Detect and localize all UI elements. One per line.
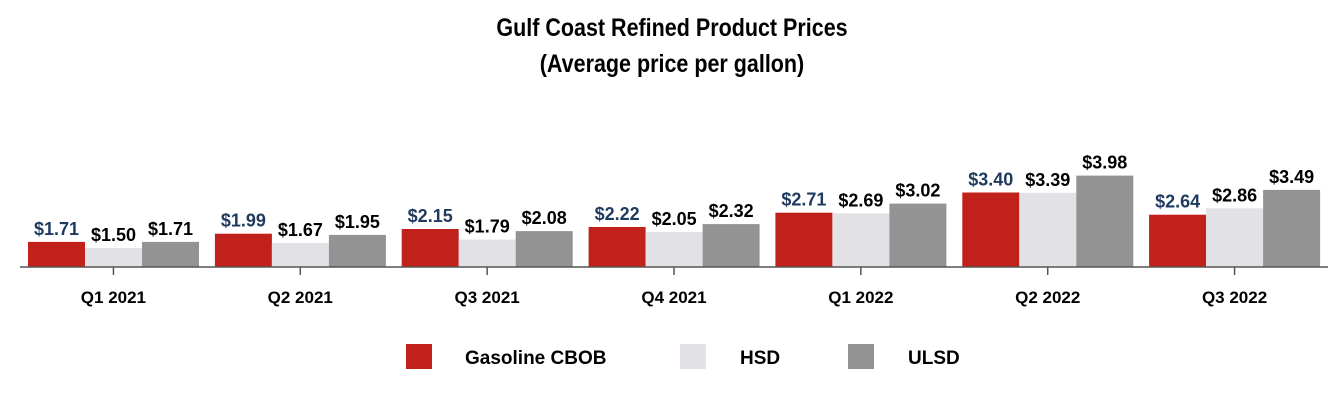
bar-hsd-q1-2022 — [832, 213, 890, 267]
x-tick-label-q3-2021: Q3 2021 — [455, 288, 520, 307]
data-label-ulsd-q3-2021: $2.08 — [522, 208, 567, 228]
x-tick-label-q1-2022: Q1 2022 — [828, 288, 893, 307]
bar-hsd-q1-2021 — [85, 248, 142, 267]
bar-hsd-q4-2021 — [645, 232, 703, 267]
bar-ulsd-q3-2021 — [515, 231, 573, 267]
bar-ulsd-q4-2021 — [702, 224, 760, 267]
legend-swatch-hsd — [680, 344, 706, 369]
bar-hsd-q3-2021 — [458, 239, 516, 267]
chart-subtitle: (Average price per gallon) — [539, 50, 805, 78]
x-tick-label-q3-2022: Q3 2022 — [1202, 288, 1267, 307]
legend-label-ulsd: ULSD — [908, 348, 960, 369]
data-label-gasoline-cbob-q2-2021: $1.99 — [221, 211, 266, 231]
data-label-gasoline-cbob-q2-2022: $3.40 — [968, 170, 1013, 190]
bar-ulsd-q1-2021 — [142, 241, 199, 267]
data-label-gasoline-cbob-q3-2022: $2.64 — [1155, 192, 1200, 212]
legend-label-gasoline-cbob: Gasoline CBOB — [465, 348, 606, 369]
bar-hsd-q2-2022 — [1019, 192, 1077, 267]
legend-label-hsd: HSD — [740, 348, 780, 369]
data-label-hsd-q3-2022: $2.86 — [1212, 185, 1257, 205]
bar-gasoline-cbob-q2-2021 — [214, 233, 272, 267]
bar-hsd-q2-2021 — [271, 243, 329, 267]
bar-ulsd-q2-2021 — [328, 234, 386, 267]
data-label-ulsd-q2-2022: $3.98 — [1082, 153, 1127, 173]
data-label-ulsd-q2-2021: $1.95 — [335, 212, 380, 232]
data-label-gasoline-cbob-q3-2021: $2.15 — [408, 206, 453, 226]
bar-ulsd-q1-2022 — [889, 203, 947, 267]
data-label-hsd-q4-2021: $2.05 — [652, 209, 697, 229]
data-label-ulsd-q1-2022: $3.02 — [895, 181, 940, 201]
legend-swatch-ulsd — [848, 344, 874, 369]
bar-gasoline-cbob-q3-2021 — [401, 229, 459, 267]
bar-gasoline-cbob-q2-2022 — [962, 192, 1020, 267]
data-label-hsd-q1-2022: $2.69 — [838, 190, 883, 210]
legend-swatch-gasoline-cbob — [406, 344, 432, 369]
bar-hsd-q3-2022 — [1206, 208, 1264, 267]
data-label-hsd-q2-2022: $3.39 — [1025, 170, 1070, 190]
data-label-ulsd-q4-2021: $2.32 — [709, 201, 754, 221]
bar-ulsd-q3-2022 — [1263, 189, 1321, 267]
bar-gasoline-cbob-q3-2022 — [1149, 214, 1207, 267]
data-label-gasoline-cbob-q1-2021: $1.71 — [34, 219, 79, 239]
data-label-hsd-q1-2021: $1.50 — [91, 225, 136, 245]
bar-ulsd-q2-2022 — [1076, 175, 1134, 267]
data-label-gasoline-cbob-q1-2022: $2.71 — [781, 190, 826, 210]
data-label-hsd-q2-2021: $1.67 — [278, 220, 323, 240]
data-label-hsd-q3-2021: $1.79 — [465, 217, 510, 237]
data-label-ulsd-q3-2022: $3.49 — [1269, 167, 1314, 187]
bar-gasoline-cbob-q1-2022 — [775, 212, 833, 267]
x-tick-label-q1-2021: Q1 2021 — [81, 288, 146, 307]
bar-gasoline-cbob-q1-2021 — [28, 241, 85, 267]
chart-title: Gulf Coast Refined Product Prices — [496, 14, 848, 42]
x-tick-label-q4-2021: Q4 2021 — [641, 288, 706, 307]
x-tick-label-q2-2022: Q2 2022 — [1015, 288, 1080, 307]
bar-gasoline-cbob-q4-2021 — [588, 227, 646, 267]
data-label-ulsd-q1-2021: $1.71 — [148, 219, 193, 239]
x-tick-label-q2-2021: Q2 2021 — [268, 288, 333, 307]
data-label-gasoline-cbob-q4-2021: $2.22 — [595, 204, 640, 224]
